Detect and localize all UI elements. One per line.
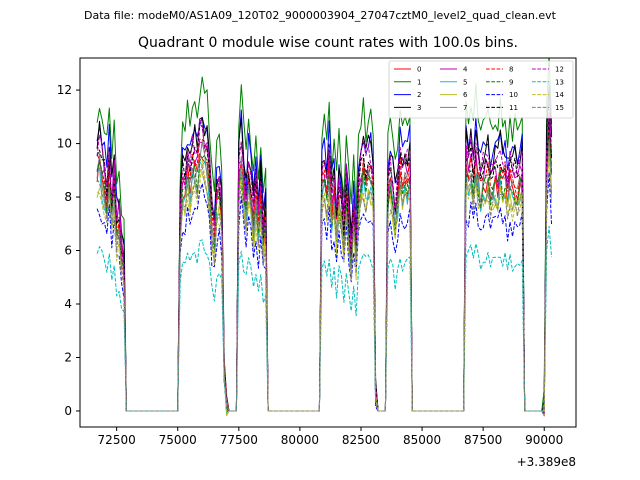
legend-label-5: 5: [463, 78, 467, 86]
series-line-2: [96, 82, 553, 416]
x-offset-label: +3.389e8: [517, 455, 576, 469]
y-tick-label: 10: [57, 137, 72, 151]
legend-label-2: 2: [417, 91, 421, 99]
y-tick-label: 2: [64, 350, 72, 364]
legend-label-13: 13: [555, 78, 564, 86]
y-tick-label: 6: [64, 244, 72, 258]
legend-label-3: 3: [417, 104, 421, 112]
legend-label-1: 1: [417, 78, 421, 86]
y-tick-label: 8: [64, 190, 72, 204]
x-tick-label: 85000: [403, 433, 441, 447]
axis-layer: 72500 75000 77500 80000 82500 85000 87500 90000…: [57, 83, 564, 447]
figure-suptitle: Data file: modeM0/AS1A09_120T02_90000039…: [84, 9, 556, 22]
legend-label-6: 6: [463, 91, 468, 99]
y-tick-label: 0: [64, 404, 72, 418]
series-line-8: [96, 126, 553, 412]
series-line-6: [96, 150, 553, 417]
legend-label-8: 8: [509, 66, 513, 74]
x-tick-label: 80000: [281, 433, 319, 447]
chart-title: Quadrant 0 module wise count rates with …: [138, 35, 518, 51]
legend-label-12: 12: [555, 66, 564, 74]
plot-frame: [79, 57, 577, 428]
series-line-10: [96, 172, 553, 414]
x-tick-label: 77500: [220, 433, 258, 447]
series-line-3: [96, 85, 553, 412]
y-tick-label: 4: [64, 297, 72, 311]
series-line-9: [96, 124, 553, 412]
legend-label-7: 7: [463, 104, 467, 112]
series-line-12: [96, 103, 553, 417]
x-tick-label: 90000: [525, 433, 563, 447]
legend-label-11: 11: [509, 104, 518, 112]
legend-label-0: 0: [417, 66, 421, 74]
series-line-15: [96, 139, 553, 412]
x-tick-label: 72500: [98, 433, 136, 447]
x-tick-label: 82500: [342, 433, 380, 447]
legend-label-15: 15: [555, 104, 564, 112]
legend-label-9: 9: [509, 78, 513, 86]
legend-label-10: 10: [509, 91, 518, 99]
y-tick-label: 12: [57, 83, 72, 97]
legend-box: [388, 60, 574, 119]
series-line-13: [96, 225, 553, 415]
x-tick-label: 75000: [159, 433, 197, 447]
x-tick-label: 87500: [464, 433, 502, 447]
legend-label-4: 4: [463, 66, 468, 74]
legend-label-14: 14: [555, 91, 564, 99]
